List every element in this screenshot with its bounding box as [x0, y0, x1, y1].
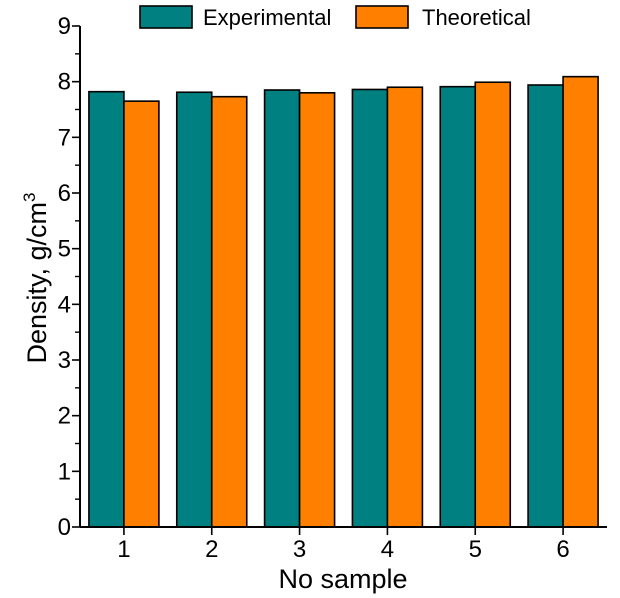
bar-experimental-2	[175, 91, 213, 528]
y-tick-label: 8	[58, 69, 71, 96]
x-tick-label: 6	[556, 536, 569, 563]
legend-swatch-theoretical	[355, 5, 409, 29]
bars-group	[88, 75, 599, 528]
legend-label-theoretical: Theoretical	[422, 5, 531, 30]
bar-experimental-1	[88, 90, 125, 528]
y-tick-label: 6	[58, 180, 71, 207]
x-tick-label: 1	[117, 536, 130, 563]
x-axis-title: No sample	[278, 564, 407, 594]
y-tick-label: 9	[58, 13, 71, 40]
y-tick-label: 5	[58, 236, 71, 263]
y-tick-label: 1	[58, 458, 71, 485]
legend: Experimental Theoretical	[139, 5, 531, 30]
y-axis-title: Density, g/cm3	[20, 192, 52, 363]
bar-theoretical-5	[474, 81, 512, 528]
x-tick-label: 5	[469, 536, 482, 563]
x-tick-label: 2	[205, 536, 218, 563]
y-axis-title-text: Density, g/cm	[22, 202, 52, 364]
y-tick-label: 0	[58, 514, 71, 541]
legend-swatch-experimental	[139, 5, 193, 29]
y-tick-label: 3	[58, 347, 71, 374]
bar-theoretical-2	[210, 95, 248, 528]
ticks-group: 1 2 3 4 5 6 0 1 2 3 4 5 6 7 8 9	[58, 13, 570, 563]
x-tick-label: 4	[381, 536, 394, 563]
bar-theoretical-4	[386, 86, 424, 528]
y-tick-label: 2	[58, 403, 71, 430]
legend-label-experimental: Experimental	[203, 5, 331, 30]
bar-experimental-4	[351, 88, 389, 528]
bar-experimental-3	[263, 89, 301, 528]
bar-theoretical-6	[562, 75, 599, 528]
x-tick-label: 3	[293, 536, 306, 563]
y-axis-title-superscript: 3	[20, 192, 39, 201]
bar-experimental-6	[527, 84, 564, 528]
bar-theoretical-1	[123, 100, 160, 528]
bar-theoretical-3	[298, 92, 336, 528]
y-tick-label: 4	[58, 291, 71, 318]
bar-experimental-5	[439, 85, 477, 528]
y-tick-label: 7	[58, 124, 71, 151]
